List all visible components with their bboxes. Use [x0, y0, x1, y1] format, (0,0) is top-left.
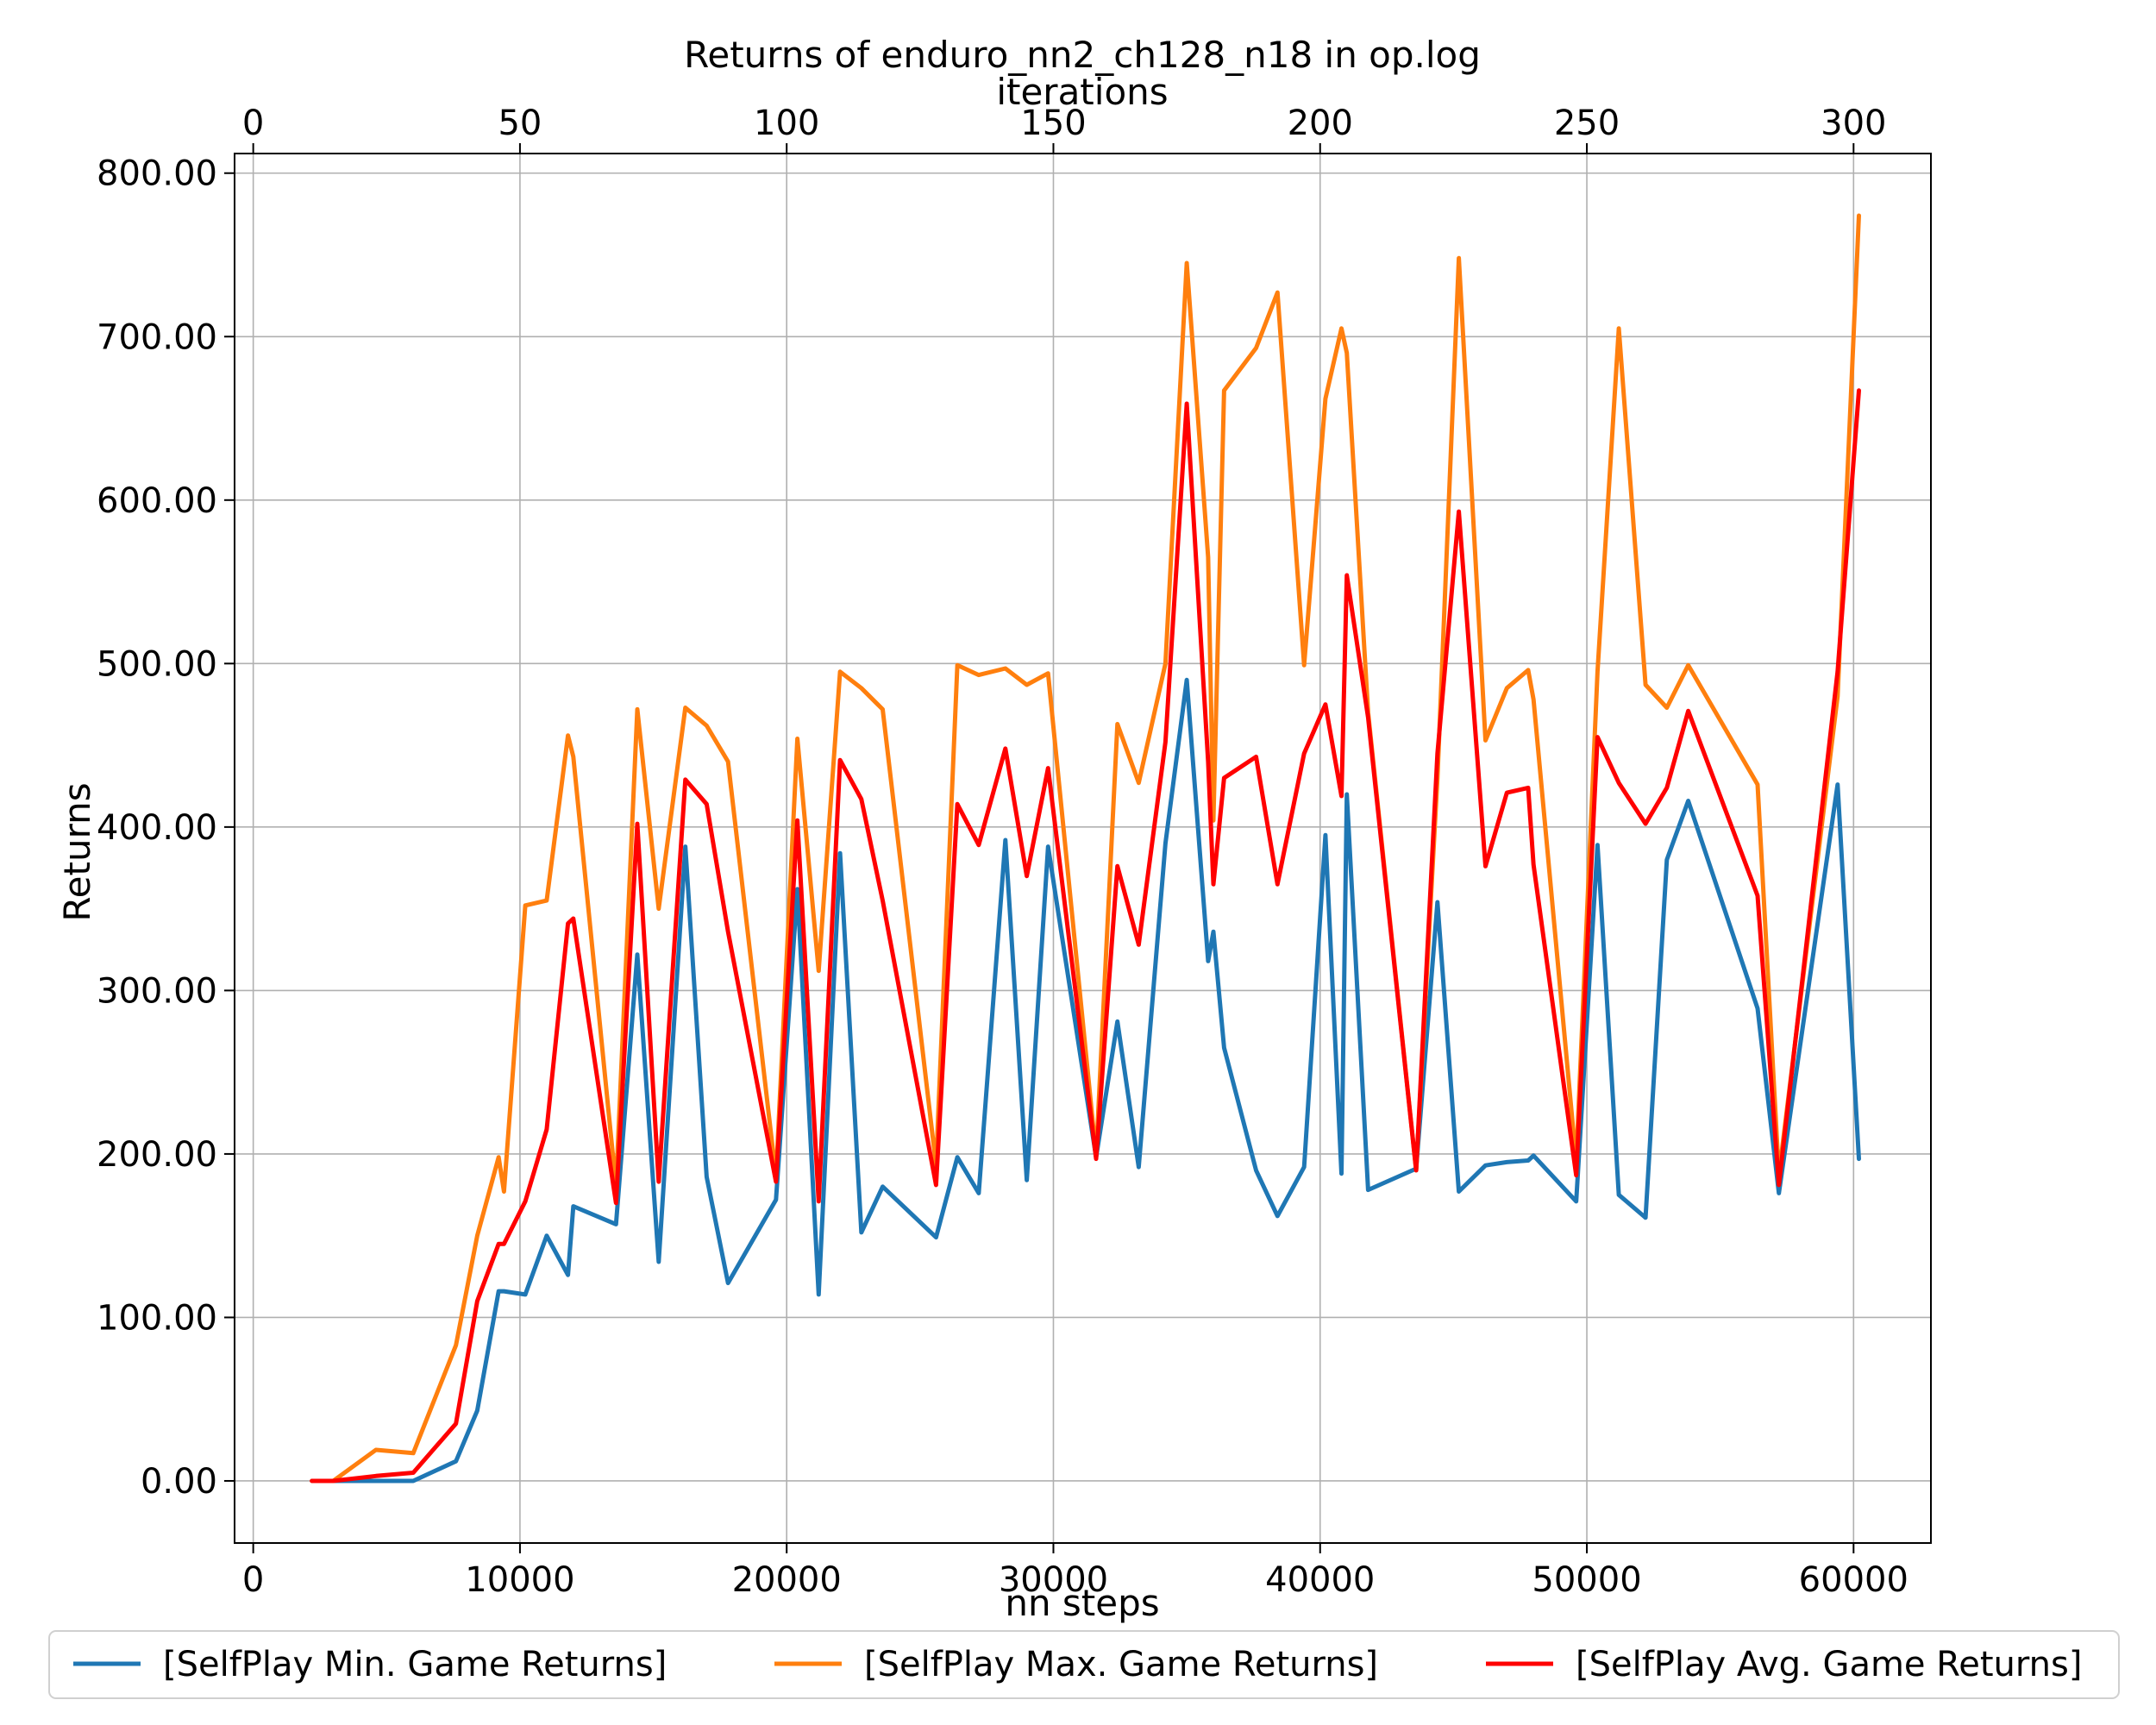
x-tick-label: 40000 — [1265, 1560, 1375, 1600]
x2-tick-label: 150 — [1020, 104, 1086, 143]
x-tick-label: 20000 — [732, 1560, 842, 1600]
y-tick-label: 400.00 — [97, 808, 217, 848]
x-tick-label: 10000 — [465, 1560, 574, 1600]
y-tick-label: 200.00 — [97, 1135, 217, 1175]
series-line-1 — [310, 677, 1861, 1484]
x2-tick-label: 250 — [1554, 104, 1620, 143]
plot-frame — [234, 153, 1932, 1544]
legend: [SelfPlay Min. Game Returns] [SelfPlay Ma… — [48, 1630, 2120, 1699]
legend-label-1: [SelfPlay Min. Game Returns] — [163, 1645, 667, 1684]
x2-axis-title: iterations — [996, 71, 1168, 113]
x-axis-title: nn steps — [1005, 1582, 1159, 1624]
x-tick-label: 50000 — [1532, 1560, 1641, 1600]
legend-box — [48, 1630, 2120, 1699]
series-line-2 — [310, 213, 1861, 1484]
x-tick-label: 0 — [242, 1560, 264, 1600]
y-tick-label: 300.00 — [97, 971, 217, 1011]
x2-tick-label: 200 — [1288, 104, 1353, 143]
x2-tick-label: 0 — [242, 104, 264, 143]
series-line-3 — [310, 388, 1861, 1484]
series-lines — [310, 213, 1861, 1484]
grid — [235, 154, 1931, 1543]
chart-title: Returns of enduro_nn2_ch128_n18 in op.lo… — [684, 34, 1481, 76]
x2-tick-label: 300 — [1821, 104, 1886, 143]
x2-tick-label: 100 — [754, 104, 819, 143]
y-tick-label: 800.00 — [97, 154, 217, 194]
legend-label-2: [SelfPlay Max. Game Returns] — [864, 1645, 1378, 1684]
x-tick-label: 60000 — [1799, 1560, 1908, 1600]
y-tick-label: 600.00 — [97, 481, 217, 521]
y-tick-label: 500.00 — [97, 644, 217, 684]
y-tick-label: 700.00 — [97, 317, 217, 357]
axis-ticks: 0 10000 20000 30000 40000 50000 60000 0 50 100 150… — [97, 104, 1908, 1600]
legend-label-3: [SelfPlay Avg. Game Returns] — [1576, 1645, 2082, 1684]
x-tick-label: 30000 — [999, 1560, 1108, 1600]
y-tick-label: 0.00 — [141, 1462, 217, 1502]
y-axis-title: Returns — [56, 782, 98, 921]
x2-tick-label: 50 — [498, 104, 542, 143]
y-tick-label: 100.00 — [97, 1298, 217, 1338]
